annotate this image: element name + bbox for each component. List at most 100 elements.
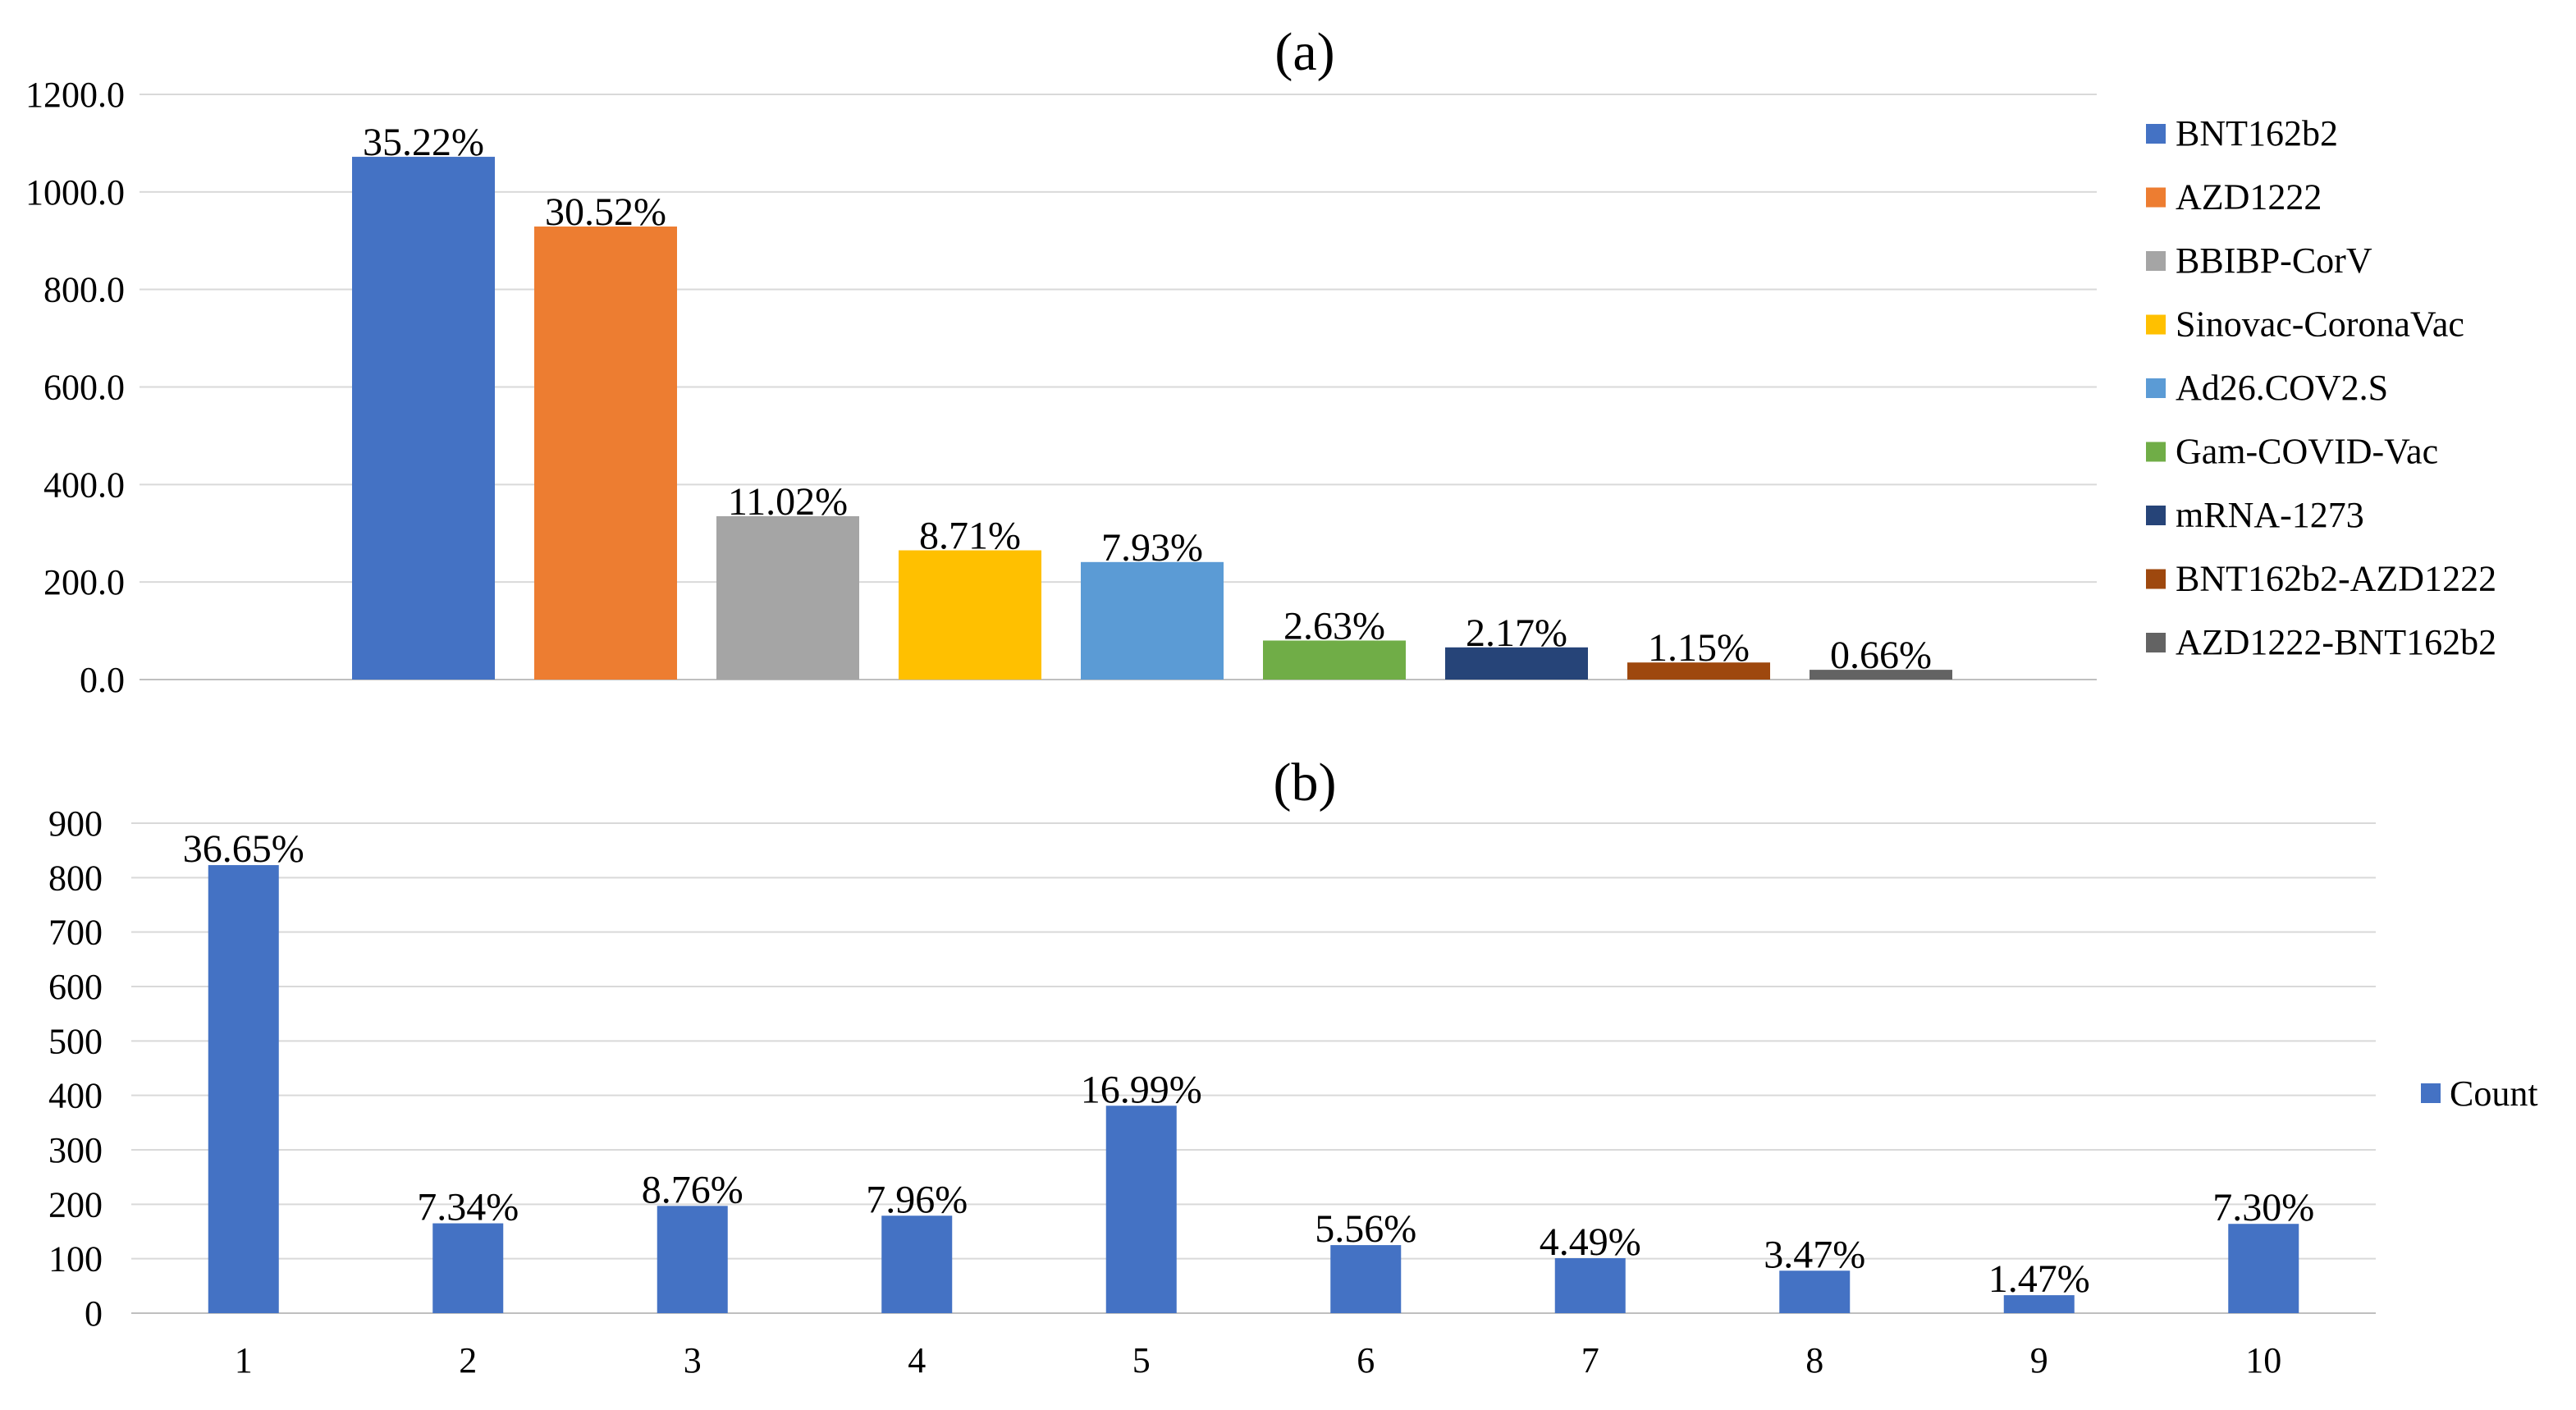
bar-1	[208, 865, 279, 1313]
legend-label: Sinovac-CoronaVac	[2176, 304, 2464, 345]
x-tick-label: 9	[2030, 1340, 2048, 1380]
bar-6	[1330, 1245, 1402, 1313]
y-tick-label: 100	[48, 1239, 103, 1280]
data-label: 5.56%	[1315, 1207, 1416, 1251]
x-tick-label: 7	[1581, 1340, 1599, 1380]
chart-b-gridlines	[131, 822, 2376, 1314]
data-label: 8.71%	[919, 515, 1021, 558]
y-tick-label: 800	[48, 858, 103, 898]
bar-bnt162b2	[352, 157, 495, 680]
bar-4	[881, 1215, 953, 1313]
y-tick-label: 0.0	[80, 660, 125, 700]
legend-swatch	[2146, 124, 2166, 144]
y-tick-label: 800.0	[43, 270, 125, 310]
data-label: 7.30%	[2212, 1186, 2314, 1229]
y-tick-label: 200.0	[43, 562, 125, 602]
data-label: 3.47%	[1764, 1233, 1865, 1276]
data-label: 8.76%	[642, 1168, 744, 1211]
chart-a-y-axis: 0.0 200.0 400.0 600.0 800.0 1000.0 1200.0	[25, 75, 125, 700]
bar-bbibp-corv	[716, 515, 859, 680]
data-label: 1.47%	[1988, 1257, 2090, 1301]
y-tick-label: 0	[85, 1293, 103, 1334]
chart-a-data-labels: 35.22% 30.52% 11.02% 8.71% 7.93% 2.63% 2.17% 1.…	[363, 121, 1932, 677]
chart-b-y-axis: 0 100 200 300 400 500 600 700 800 900	[48, 803, 103, 1334]
chart-b-x-axis: 1 2 3 4 5 6 7 8 9 10	[235, 1340, 2282, 1380]
chart-a-legend: BNT162b2 AZD1222 BBIBP-CorV Sinovac-CoronaV…	[2146, 113, 2496, 662]
x-tick-label: 4	[908, 1340, 926, 1380]
legend-label: Count	[2450, 1074, 2538, 1114]
legend-label: AZD1222-BNT162b2	[2176, 622, 2496, 662]
x-tick-label: 3	[684, 1340, 702, 1380]
legend-swatch	[2146, 569, 2166, 589]
data-label: 35.22%	[363, 121, 484, 164]
legend-swatch	[2146, 251, 2166, 271]
data-label: 7.93%	[1101, 526, 1203, 570]
x-tick-label: 2	[459, 1340, 477, 1380]
chart-b-bars	[208, 865, 2299, 1313]
x-tick-label: 10	[2245, 1340, 2281, 1380]
bar-2	[432, 1223, 504, 1313]
legend-label: BBIBP-CorV	[2176, 240, 2372, 281]
bar-7	[1554, 1258, 1626, 1313]
bar-sinovac-coronavac	[899, 550, 1041, 680]
bar-mrna-1273	[1445, 647, 1588, 680]
bar-bnt162b2-azd1222	[1627, 662, 1770, 680]
y-tick-label: 1200.0	[25, 75, 125, 115]
bar-ad26.cov2.s	[1081, 561, 1224, 680]
bar-3	[657, 1206, 728, 1313]
legend-swatch	[2146, 633, 2166, 652]
legend-label: mRNA-1273	[2176, 495, 2364, 535]
x-tick-label: 5	[1132, 1340, 1151, 1380]
legend-swatch	[2146, 187, 2166, 208]
data-label: 2.63%	[1283, 604, 1385, 648]
data-label: 1.15%	[1648, 626, 1750, 670]
data-label: 0.66%	[1830, 634, 1932, 677]
legend-swatch	[2421, 1083, 2441, 1103]
y-tick-label: 600.0	[43, 368, 125, 408]
y-tick-label: 500	[48, 1021, 103, 1061]
y-tick-label: 400.0	[43, 465, 125, 505]
data-label: 30.52%	[545, 190, 666, 234]
chart-b-data-labels: 36.65% 7.34% 8.76% 7.96% 16.99% 5.56% 4.49% 3.4…	[183, 827, 2314, 1301]
chart-a: (a) 0.0200.0400.0600.0800.01000.01200.0 …	[25, 22, 2496, 700]
legend-label: BNT162b2	[2176, 113, 2338, 153]
data-label: 2.17%	[1466, 611, 1567, 655]
bar-8	[1779, 1270, 1851, 1313]
legend-swatch	[2146, 378, 2166, 398]
chart-a-bars	[352, 157, 1952, 680]
y-tick-label: 600	[48, 967, 103, 1007]
data-label: 16.99%	[1081, 1068, 1202, 1111]
legend-label: Gam-COVID-Vac	[2176, 432, 2438, 472]
x-tick-label: 1	[235, 1340, 253, 1380]
y-tick-label: 400	[48, 1076, 103, 1116]
data-label: 7.96%	[866, 1178, 968, 1221]
legend-swatch	[2146, 442, 2166, 462]
data-label: 36.65%	[183, 827, 304, 871]
y-tick-label: 900	[48, 803, 103, 844]
x-tick-label: 8	[1805, 1340, 1823, 1380]
legend-swatch	[2146, 506, 2166, 525]
bar-gam-covid-vac	[1263, 640, 1406, 680]
x-tick-label: 6	[1357, 1340, 1375, 1380]
chart-b-title: (b)	[1274, 753, 1337, 813]
legend-label: AZD1222	[2176, 177, 2322, 217]
y-tick-label: 1000.0	[25, 172, 125, 213]
chart-a-title: (a)	[1274, 22, 1334, 82]
bar-10	[2228, 1224, 2299, 1313]
bar-5	[1105, 1106, 1177, 1313]
y-tick-label: 700	[48, 913, 103, 953]
bar-azd1222	[534, 227, 677, 680]
bar-azd1222-bnt162b2	[1810, 670, 1952, 680]
data-label: 4.49%	[1540, 1220, 1641, 1264]
data-label: 11.02%	[728, 480, 848, 524]
legend-label: BNT162b2-AZD1222	[2176, 559, 2496, 599]
data-label: 7.34%	[417, 1186, 519, 1229]
chart-b: (b) 0 100 200 300 400 500 600 700 800 900 1 2 3 4 5 6 7…	[48, 753, 2538, 1380]
y-tick-label: 300	[48, 1130, 103, 1170]
chart-b-legend: Count	[2421, 1074, 2538, 1114]
legend-swatch	[2146, 314, 2166, 335]
bar-9	[2003, 1295, 2075, 1313]
legend-label: Ad26.COV2.S	[2176, 368, 2388, 408]
